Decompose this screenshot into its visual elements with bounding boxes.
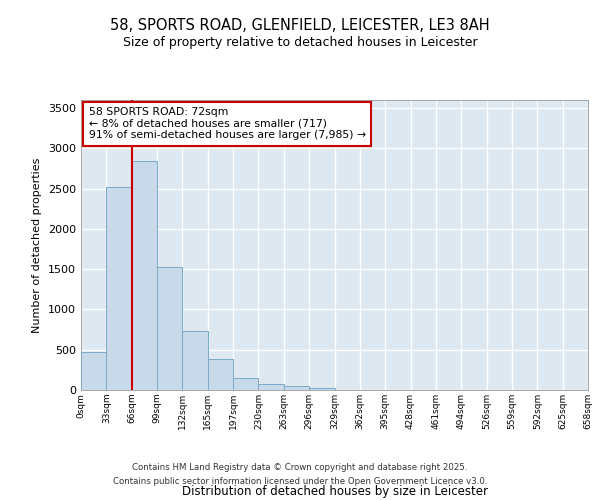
X-axis label: Distribution of detached houses by size in Leicester: Distribution of detached houses by size … xyxy=(182,484,487,498)
Bar xyxy=(259,384,284,390)
Bar xyxy=(233,378,259,390)
Text: 58, SPORTS ROAD, GLENFIELD, LEICESTER, LE3 8AH: 58, SPORTS ROAD, GLENFIELD, LEICESTER, L… xyxy=(110,18,490,32)
Bar xyxy=(284,386,309,390)
Bar xyxy=(81,352,106,390)
Bar xyxy=(157,267,182,390)
Bar xyxy=(309,388,335,390)
Bar xyxy=(106,187,132,390)
Y-axis label: Number of detached properties: Number of detached properties xyxy=(32,158,43,332)
Bar xyxy=(132,161,157,390)
Text: 58 SPORTS ROAD: 72sqm
← 8% of detached houses are smaller (717)
91% of semi-deta: 58 SPORTS ROAD: 72sqm ← 8% of detached h… xyxy=(89,108,366,140)
Bar xyxy=(182,331,208,390)
Text: Size of property relative to detached houses in Leicester: Size of property relative to detached ho… xyxy=(122,36,478,49)
Bar xyxy=(208,360,233,390)
Text: Contains public sector information licensed under the Open Government Licence v3: Contains public sector information licen… xyxy=(113,477,487,486)
Text: Contains HM Land Registry data © Crown copyright and database right 2025.: Contains HM Land Registry data © Crown c… xyxy=(132,464,468,472)
